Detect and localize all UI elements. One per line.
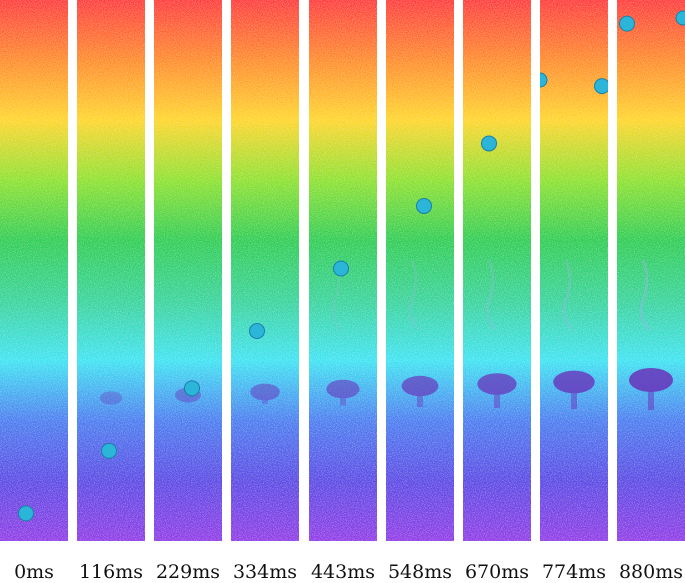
frame-5 xyxy=(386,0,454,541)
frame-7 xyxy=(540,0,608,541)
time-label: 443ms xyxy=(310,561,376,583)
frame-image xyxy=(463,0,531,541)
wake-plume xyxy=(401,259,439,407)
bubble xyxy=(101,442,117,459)
bubble xyxy=(481,135,497,152)
bubble xyxy=(416,197,432,214)
bubble xyxy=(249,323,265,340)
frame-image xyxy=(231,0,299,541)
bubble xyxy=(619,15,635,32)
frame-image xyxy=(0,0,68,541)
time-label: 116ms xyxy=(78,561,144,583)
wake-plume xyxy=(629,259,673,410)
frame-4 xyxy=(309,0,377,541)
frame-3 xyxy=(231,0,299,541)
frame-6 xyxy=(463,0,531,541)
frame-image xyxy=(540,0,608,541)
frame-2 xyxy=(154,0,222,541)
bubble-edge xyxy=(540,72,548,88)
time-label: 0ms xyxy=(14,561,54,583)
speckle-texture xyxy=(154,0,222,541)
speckle-texture xyxy=(0,0,68,541)
speckle-texture xyxy=(231,0,299,541)
wake-plume xyxy=(250,383,280,404)
wake-plume xyxy=(553,259,595,409)
frame-0 xyxy=(0,0,68,541)
time-label: 880ms xyxy=(618,561,684,583)
frame-strip xyxy=(0,0,685,541)
speckle-texture xyxy=(386,0,454,541)
frame-1 xyxy=(77,0,145,541)
time-label: 334ms xyxy=(232,561,298,583)
bubble xyxy=(594,78,608,95)
speckle-texture xyxy=(463,0,531,541)
time-label: 229ms xyxy=(155,561,221,583)
time-label: 670ms xyxy=(464,561,530,583)
speckle-texture xyxy=(77,0,145,541)
time-label: 774ms xyxy=(541,561,607,583)
bubble xyxy=(18,505,34,522)
frame-image xyxy=(77,0,145,541)
speckle-texture xyxy=(617,0,685,541)
frame-image xyxy=(309,0,377,541)
frame-image xyxy=(154,0,222,541)
frame-image xyxy=(617,0,685,541)
wake-plume xyxy=(477,259,517,408)
bubble xyxy=(184,380,200,397)
time-label: 548ms xyxy=(387,561,453,583)
bubble-edge xyxy=(675,10,685,26)
bubble xyxy=(333,260,349,277)
frame-8 xyxy=(617,0,685,541)
frame-image xyxy=(386,0,454,541)
wake-plume xyxy=(99,391,123,405)
